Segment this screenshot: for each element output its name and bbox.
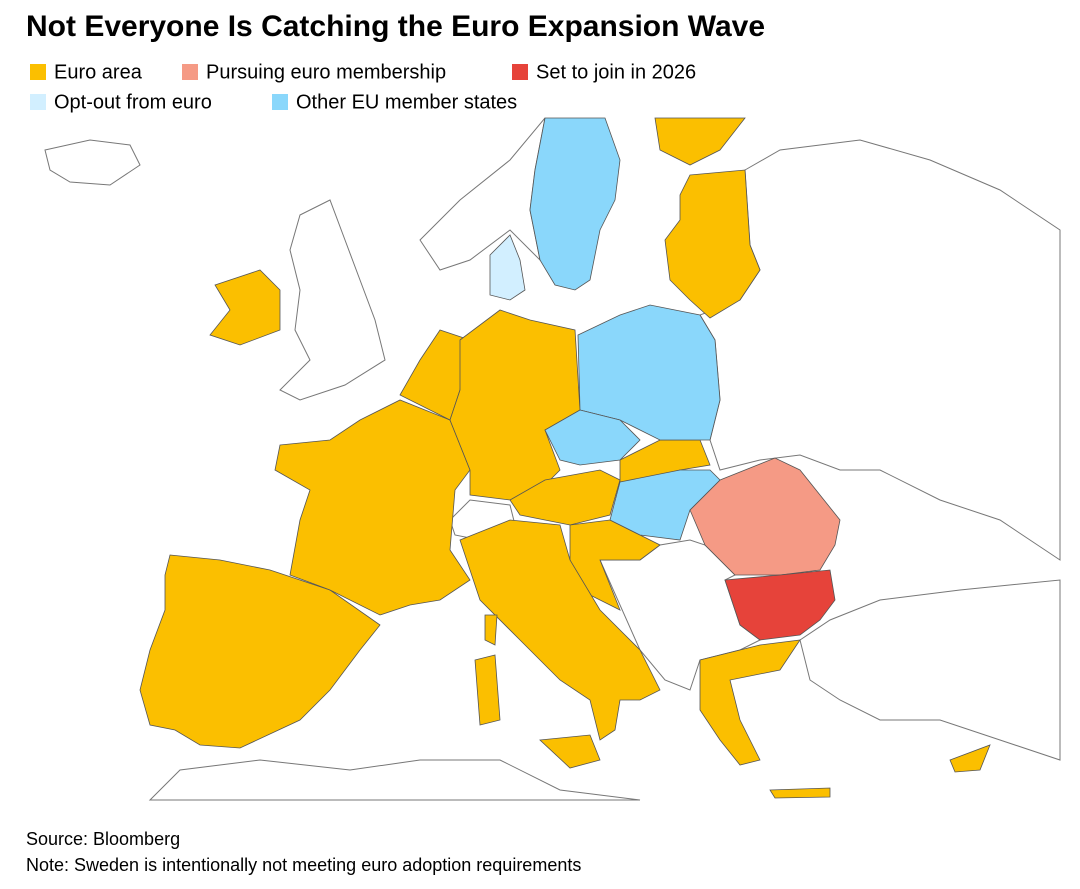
legend-swatch [182,64,198,80]
countries [139,117,991,799]
legend-swatch [30,94,46,110]
bulgaria [724,569,836,641]
romania [689,457,841,576]
map [44,117,1061,801]
sardinia [474,654,501,726]
crete [769,787,831,799]
cyprus [949,744,991,773]
legend-label: Euro area [54,61,143,83]
iceland [44,139,141,186]
italy [459,519,661,741]
greece [699,639,801,766]
iberia [139,554,381,749]
legend-label: Other EU member states [296,91,517,113]
legend-label: Set to join in 2026 [536,61,696,83]
legend: Euro area Pursuing euro membership Set to … [30,61,696,113]
title: Not Everyone Is Catching the Euro Expans… [26,10,765,43]
legend-label: Pursuing euro membership [206,61,446,83]
legend-label: Opt-out from euro [54,91,212,113]
sicily [539,734,601,769]
france [274,399,471,616]
denmark [489,234,526,301]
czechia [544,409,641,466]
legend-swatch [272,94,288,110]
germany [449,309,581,501]
note: Note: Sweden is intentionally not meetin… [26,855,581,875]
hungary [609,469,721,541]
source: Source: Bloomberg [26,829,180,849]
north-africa [148,759,641,801]
great-britain [279,199,386,401]
austria [509,469,621,526]
norway [419,117,546,271]
turkey [799,579,1061,761]
ireland [209,269,281,346]
baltics [664,169,761,319]
legend-swatch [512,64,528,80]
finland [654,117,746,166]
corsica [484,614,498,646]
legend-swatch [30,64,46,80]
sweden [529,117,621,291]
